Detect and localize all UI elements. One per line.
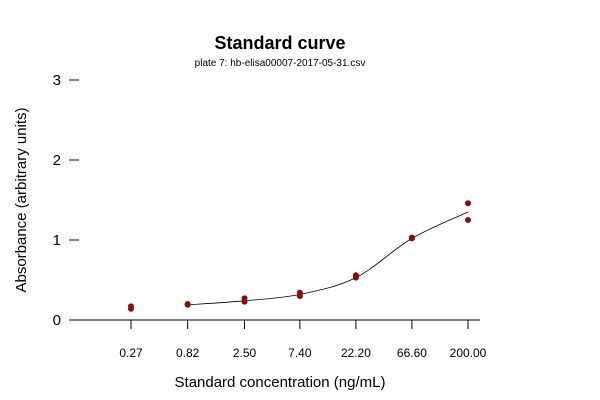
y-tick-label: 0 [53, 312, 61, 329]
y-tick-label: 2 [53, 152, 61, 169]
fit-curve-layer [187, 211, 469, 306]
y-tick-label: 1 [53, 232, 61, 249]
data-point [241, 298, 248, 305]
x-tick-label: 66.60 [397, 346, 427, 360]
data-point [408, 235, 415, 242]
chart-subtitle: plate 7: hb-elisa00007-2017-05-31.csv [195, 58, 366, 69]
data-point [128, 305, 134, 312]
y-tick-label: 3 [53, 72, 61, 89]
data-point [465, 217, 471, 223]
x-axis: 0.27 0.82 2.50 7.40 22.20 66.60 200.00 [78, 319, 487, 360]
x-tick-label: 22.20 [341, 346, 371, 360]
y-axis: 0 1 2 3 [53, 72, 79, 329]
x-tick-label: 0.82 [176, 346, 200, 360]
x-tick-label: 7.40 [288, 346, 312, 360]
data-point [184, 301, 191, 308]
data-point [465, 200, 471, 207]
x-tick-label: 0.27 [119, 346, 143, 360]
x-axis-title: Standard concentration (ng/mL) [175, 374, 386, 391]
data-point [352, 274, 359, 281]
data-points [128, 200, 471, 312]
x-tick-label: 2.50 [233, 346, 257, 360]
data-point [296, 293, 303, 299]
y-axis-title: Absorbance (arbitrary units) [13, 107, 30, 292]
chart-title: Standard curve [214, 33, 345, 53]
x-tick-label: 200.00 [450, 346, 487, 360]
fit-curve-line [187, 211, 469, 306]
